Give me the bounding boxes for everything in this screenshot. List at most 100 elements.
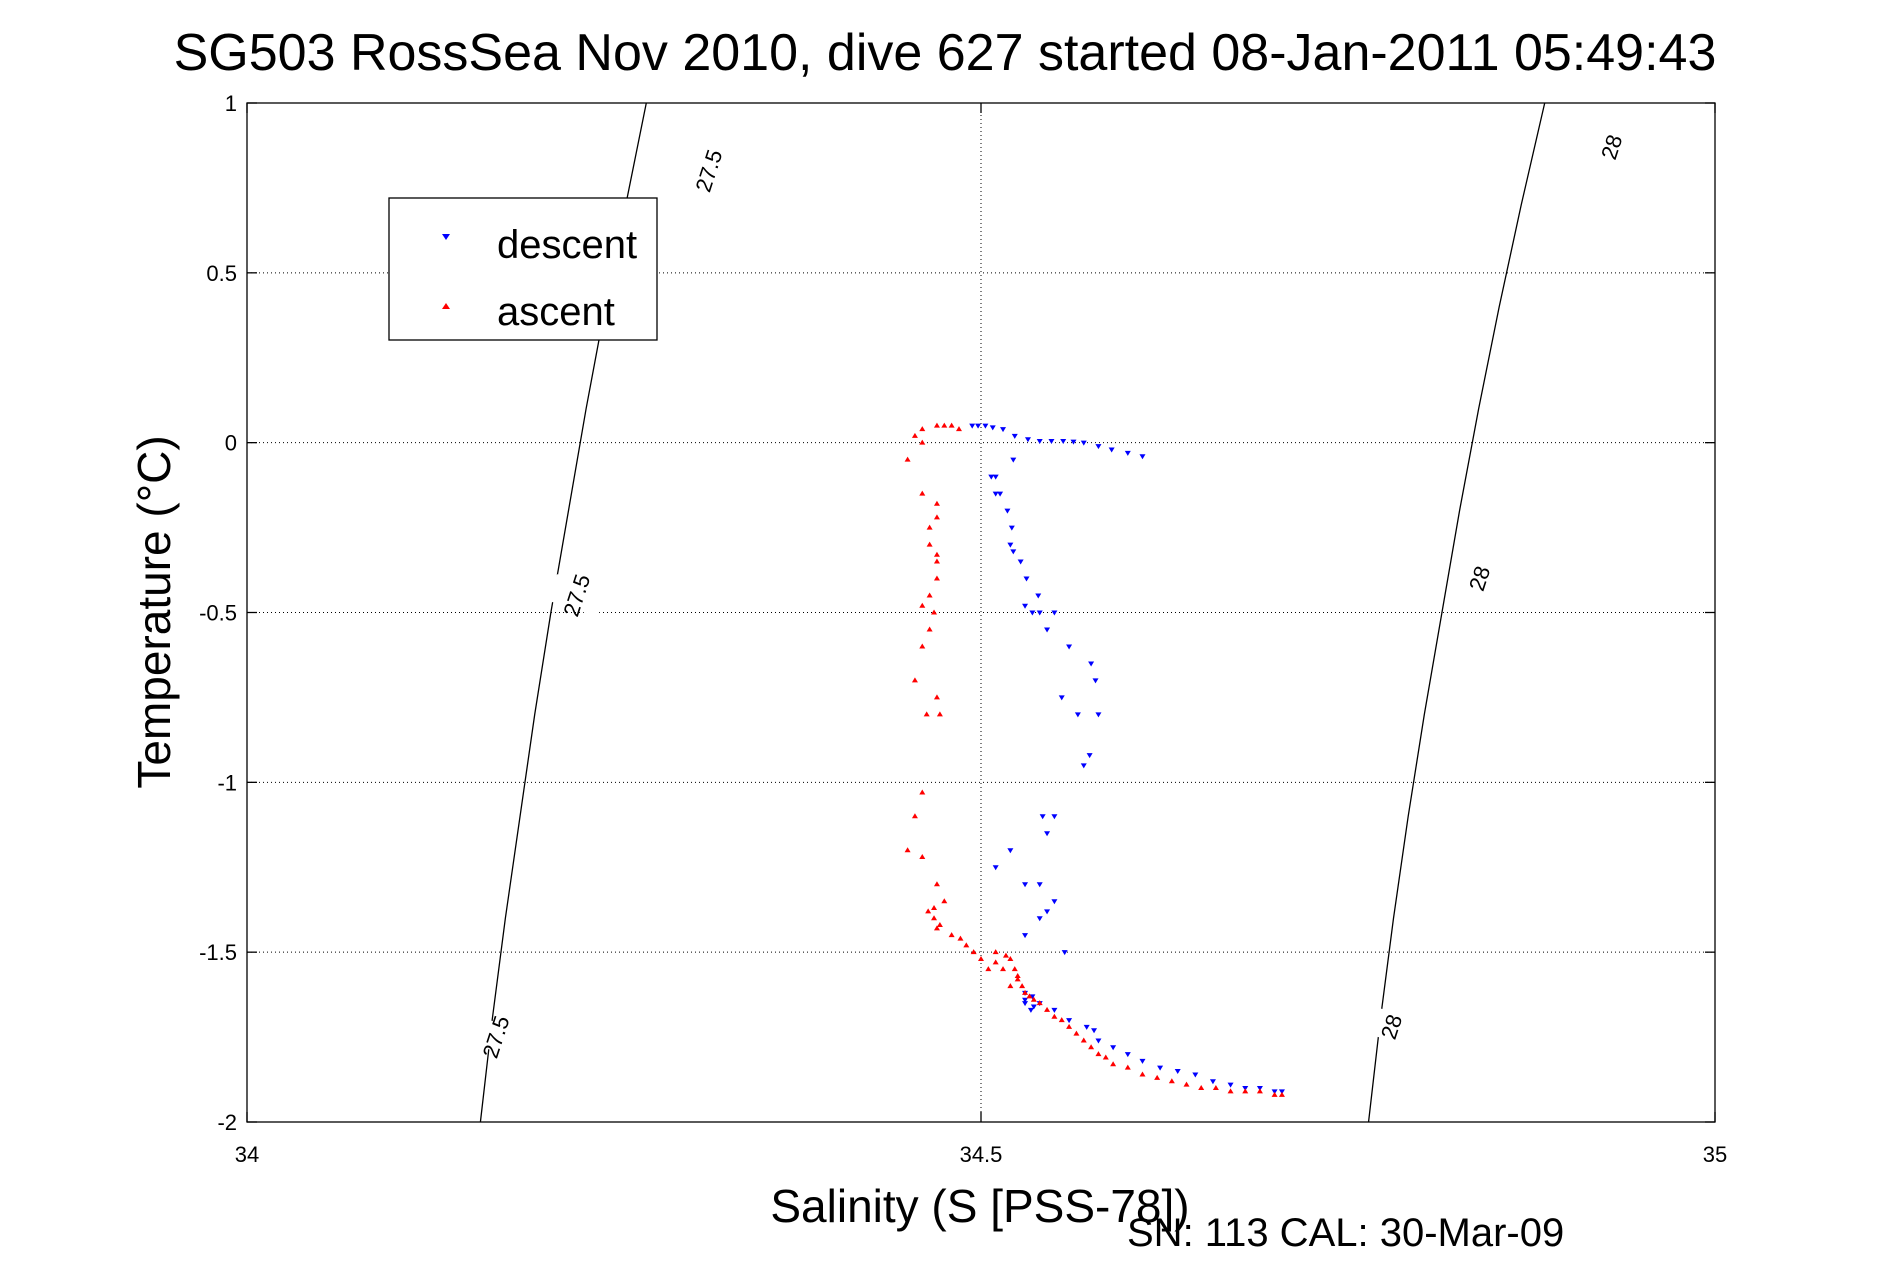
point-ascent: [926, 541, 933, 547]
point-descent: [975, 423, 982, 429]
point-ascent: [948, 932, 955, 938]
point-descent: [1051, 899, 1058, 905]
point-descent: [1124, 1052, 1131, 1058]
contour-label-bg: [548, 574, 607, 617]
point-ascent: [931, 905, 938, 911]
y-tick-label: 0.5: [206, 261, 237, 286]
point-descent: [1007, 848, 1014, 854]
point-descent: [1209, 1079, 1216, 1085]
point-descent: [1004, 508, 1011, 514]
point-ascent: [925, 908, 932, 914]
point-descent: [1044, 909, 1051, 915]
point-ascent: [926, 626, 933, 632]
point-ascent: [957, 935, 964, 941]
x-tick-label: 35: [1703, 1142, 1727, 1167]
legend-marker-descent: [442, 234, 450, 240]
y-tick-label: -1: [217, 770, 237, 795]
point-descent: [1061, 950, 1068, 956]
x-axis-ticks: 34 34.5 35: [235, 103, 1727, 1167]
footer-calibration: SN: 113 CAL: 30-Mar-09: [1127, 1211, 1564, 1255]
point-descent: [1010, 457, 1017, 463]
point-ascent: [1026, 993, 1033, 999]
contour-label-bg: [1451, 557, 1510, 600]
point-ascent: [1036, 1000, 1043, 1006]
point-ascent: [1002, 952, 1009, 958]
point-ascent: [985, 966, 992, 972]
point-ascent: [904, 456, 911, 462]
contour-label-bg: [1362, 1005, 1422, 1049]
point-ascent: [992, 949, 999, 955]
legend-box: [388, 197, 658, 341]
y-tick-label: -2: [217, 1110, 237, 1135]
point-descent: [988, 474, 995, 480]
legend-label-ascent: ascent: [497, 290, 615, 334]
point-ascent: [911, 813, 918, 819]
point-ascent: [1022, 989, 1029, 995]
y-tick-label: -0.5: [199, 601, 237, 626]
point-descent: [1091, 1028, 1098, 1034]
point-ascent: [1058, 1017, 1065, 1023]
point-descent: [1022, 603, 1029, 609]
point-descent: [1008, 525, 1015, 531]
point-descent: [1066, 1018, 1073, 1024]
point-descent: [1095, 444, 1102, 450]
point-descent: [1044, 627, 1051, 633]
point-ascent: [1242, 1088, 1249, 1094]
y-axis-ticks: -2 -1.5 -1 -0.5 0 0.5 1: [199, 91, 1715, 1135]
point-ascent: [933, 881, 940, 887]
point-descent: [1010, 549, 1017, 555]
point-descent: [1007, 542, 1014, 548]
point-descent: [1051, 814, 1058, 820]
point-ascent: [1102, 1054, 1109, 1060]
point-descent: [992, 474, 999, 480]
point-ascent: [919, 789, 926, 795]
legend-marker-ascent: [442, 303, 450, 309]
contour-label-bg: [680, 149, 739, 193]
point-ascent: [919, 490, 926, 496]
point-descent: [1139, 454, 1146, 460]
legend: descent ascent: [388, 197, 658, 341]
y-tick-label: 0: [225, 431, 237, 456]
point-descent: [1227, 1082, 1234, 1088]
point-ascent: [1124, 1064, 1131, 1070]
point-descent: [1095, 712, 1102, 718]
point-ascent: [1000, 966, 1007, 972]
point-ascent: [933, 575, 940, 581]
point-descent: [1058, 695, 1065, 701]
point-descent: [1036, 916, 1043, 922]
point-descent: [1066, 644, 1073, 650]
point-ascent: [911, 432, 918, 438]
point-descent: [1086, 753, 1093, 759]
point-ascent: [1256, 1088, 1263, 1094]
point-ascent: [1014, 976, 1021, 982]
point-ascent: [919, 854, 926, 860]
point-ascent: [948, 422, 955, 428]
point-descent: [1051, 610, 1058, 616]
point-ascent: [1183, 1081, 1190, 1087]
point-ascent: [923, 711, 930, 717]
point-descent: [969, 423, 976, 429]
point-descent: [1029, 610, 1036, 616]
point-descent: [1108, 447, 1115, 453]
point-ascent: [1095, 1051, 1102, 1057]
point-descent: [1080, 440, 1087, 446]
point-descent: [1048, 438, 1055, 444]
point-descent: [989, 425, 996, 431]
point-ascent: [963, 942, 970, 948]
point-ascent: [931, 915, 938, 921]
point-descent: [1051, 1007, 1058, 1013]
point-ascent: [919, 426, 926, 432]
point-ascent: [933, 558, 940, 564]
point-descent: [1024, 437, 1031, 443]
point-descent: [1088, 661, 1095, 667]
point-ascent: [931, 609, 938, 615]
point-ascent: [933, 514, 940, 520]
point-ascent: [1019, 983, 1026, 989]
point-ascent: [926, 524, 933, 530]
point-ascent: [904, 847, 911, 853]
point-ascent: [933, 422, 940, 428]
point-ascent: [1044, 1006, 1051, 1012]
point-ascent: [911, 677, 918, 683]
point-descent: [992, 865, 999, 871]
